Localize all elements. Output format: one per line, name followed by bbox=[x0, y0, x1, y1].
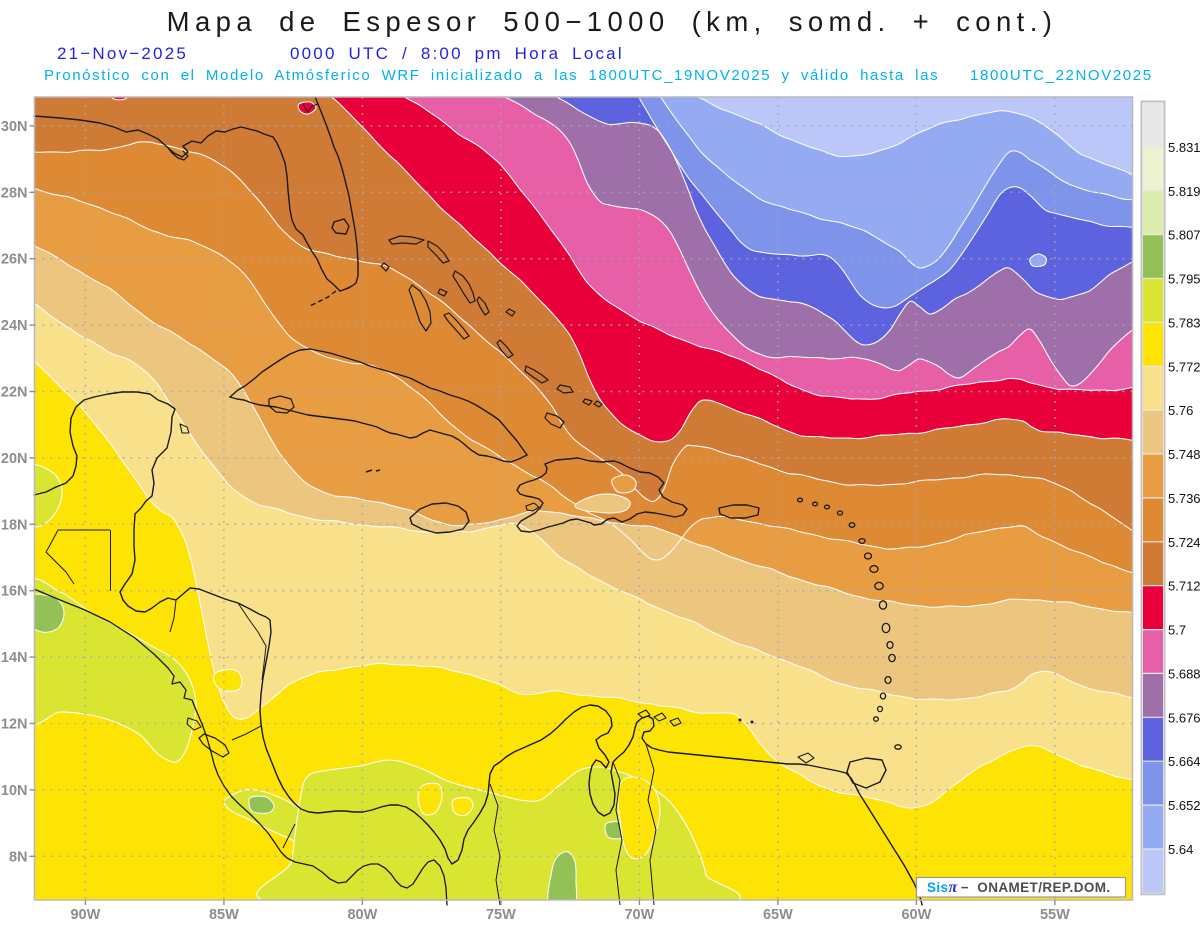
svg-text:5.664: 5.664 bbox=[1168, 754, 1200, 769]
svg-text:80W: 80W bbox=[347, 907, 377, 923]
svg-text:22N: 22N bbox=[1, 385, 28, 401]
svg-text:5.795: 5.795 bbox=[1168, 272, 1200, 287]
svg-text:90W: 90W bbox=[70, 907, 100, 923]
svg-text:12N: 12N bbox=[1, 717, 28, 733]
svg-text:5.819: 5.819 bbox=[1168, 184, 1200, 199]
svg-text:5.688: 5.688 bbox=[1168, 666, 1200, 681]
svg-text:26N: 26N bbox=[1, 252, 28, 268]
svg-text:16N: 16N bbox=[1, 584, 28, 600]
svg-text:18N: 18N bbox=[1, 517, 28, 533]
svg-text:10N: 10N bbox=[1, 783, 28, 799]
svg-text:5.783: 5.783 bbox=[1168, 315, 1200, 330]
svg-text:8N: 8N bbox=[9, 849, 28, 865]
svg-text:20N: 20N bbox=[1, 451, 28, 467]
svg-text:5.64: 5.64 bbox=[1168, 842, 1193, 857]
svg-text:24N: 24N bbox=[1, 318, 28, 334]
svg-text:5.807: 5.807 bbox=[1168, 228, 1200, 243]
svg-text:55W: 55W bbox=[1040, 907, 1070, 923]
svg-text:28N: 28N bbox=[1, 185, 28, 201]
svg-text:30N: 30N bbox=[1, 119, 28, 135]
svg-text:5.748: 5.748 bbox=[1168, 447, 1200, 462]
svg-text:70W: 70W bbox=[624, 907, 654, 923]
svg-text:5.76: 5.76 bbox=[1168, 403, 1193, 418]
svg-text:5.724: 5.724 bbox=[1168, 535, 1200, 550]
svg-text:5.772: 5.772 bbox=[1168, 359, 1200, 374]
svg-text:Sisπ − ONAMET/REP.DOM.: Sisπ − ONAMET/REP.DOM. bbox=[927, 879, 1111, 896]
svg-text:5.652: 5.652 bbox=[1168, 798, 1200, 813]
svg-text:75W: 75W bbox=[486, 907, 516, 923]
svg-text:14N: 14N bbox=[1, 650, 28, 666]
svg-text:5.712: 5.712 bbox=[1168, 579, 1200, 594]
svg-text:5.676: 5.676 bbox=[1168, 710, 1200, 725]
svg-text:65W: 65W bbox=[763, 907, 793, 923]
svg-text:85W: 85W bbox=[209, 907, 239, 923]
svg-text:5.7: 5.7 bbox=[1168, 623, 1186, 638]
svg-text:5.736: 5.736 bbox=[1168, 491, 1200, 506]
svg-text:60W: 60W bbox=[901, 907, 931, 923]
svg-text:5.831: 5.831 bbox=[1168, 140, 1200, 155]
